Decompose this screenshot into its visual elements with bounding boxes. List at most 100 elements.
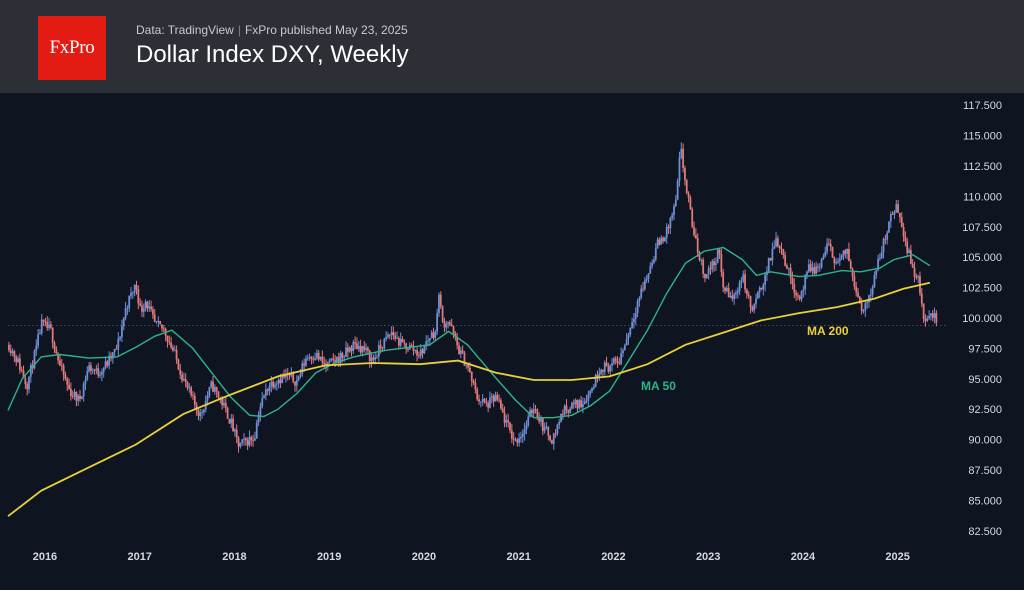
candle-body [195,404,198,411]
candle-body [523,429,526,435]
x-tick-label: 2018 [222,551,246,563]
candle-body [197,410,200,417]
candle-body [328,359,331,363]
candle-body [704,273,706,279]
ma50-line [7,246,931,419]
candle-body [565,405,568,411]
candle-body [18,358,21,370]
candle-body [520,436,522,439]
candle-body [521,434,524,437]
candle-body [430,332,433,339]
candle-body [753,304,756,311]
candle-body [600,369,603,374]
candle-body [48,324,50,328]
candle-body [640,288,643,298]
candle-body [428,338,431,341]
candle-body [264,389,267,396]
candle-body [591,388,593,392]
candle-body [868,295,870,303]
candle-body [551,440,553,444]
candle-body [667,227,670,229]
candle-body [148,306,151,309]
data-source: Data: TradingView [136,23,234,37]
candle-body [633,318,635,323]
candle-body [438,294,440,314]
candle-body [490,396,493,398]
candle-body [618,362,621,364]
candle-body [643,280,646,290]
candle-body [851,268,854,277]
candle-body [589,391,592,395]
candle-body [190,387,193,396]
candle-body [372,357,375,360]
candle-body [51,327,54,343]
candle-body [157,320,160,322]
candle-body [620,353,623,364]
candle-body [166,335,169,342]
candle-body [742,274,745,281]
candle-body [122,318,125,327]
candle-body [88,365,91,372]
candle-body [671,215,674,218]
candle-body [758,287,761,293]
candle-body [44,321,47,323]
candle-body [877,259,879,271]
candle-body [489,397,491,408]
candle-body [715,262,717,266]
candle-body [558,421,561,426]
candle-body [436,313,439,332]
candle-body [649,265,652,274]
candle-body [368,350,371,362]
candle-body [800,290,803,300]
candle-body [263,395,265,399]
candle-body [93,369,96,371]
header-bar: FxPro Data: TradingView | FxPro published … [0,0,1024,93]
candle-body [447,322,449,325]
candle-body [645,278,648,281]
candle-body [673,206,675,216]
candle-body [826,243,828,252]
candle-body [607,365,610,372]
y-tick-label: 112.500 [963,161,1002,173]
candle-body [221,398,224,406]
candle-body [711,261,714,270]
candle-body [727,287,730,298]
candle-body [77,395,80,401]
candle-body [798,296,801,300]
candle-body [889,214,892,222]
candle-body [374,357,377,360]
candle-body [232,418,234,432]
candle-body [804,274,807,290]
candle-body [658,239,661,245]
candle-body [75,391,78,401]
candle-body [507,420,510,423]
candle-body [257,416,260,423]
ma50-label: MA 50 [641,379,676,393]
candle-body [330,358,333,360]
candle-body [470,371,473,382]
x-tick-label: 2017 [127,551,151,563]
candle-body [463,352,466,366]
candle-body [243,438,245,440]
candle-body [454,333,457,337]
candle-body [82,383,85,397]
candle-body [223,402,225,406]
candle-body [696,238,699,253]
candle-body [379,345,382,349]
candle-body [755,298,757,305]
candle-body [736,291,739,293]
candle-body [450,324,453,327]
candle-body [9,350,12,354]
candle-body [275,383,278,385]
candle-body [908,250,910,254]
candle-body [857,292,859,297]
candle-body [880,252,883,258]
candle-body [294,381,296,386]
candle-body [266,389,269,392]
candle-body [844,250,847,254]
candle-body [492,396,495,402]
candle-body [130,292,132,296]
candle-body [137,289,140,304]
candle-body [28,376,30,390]
candle-body [494,394,497,402]
